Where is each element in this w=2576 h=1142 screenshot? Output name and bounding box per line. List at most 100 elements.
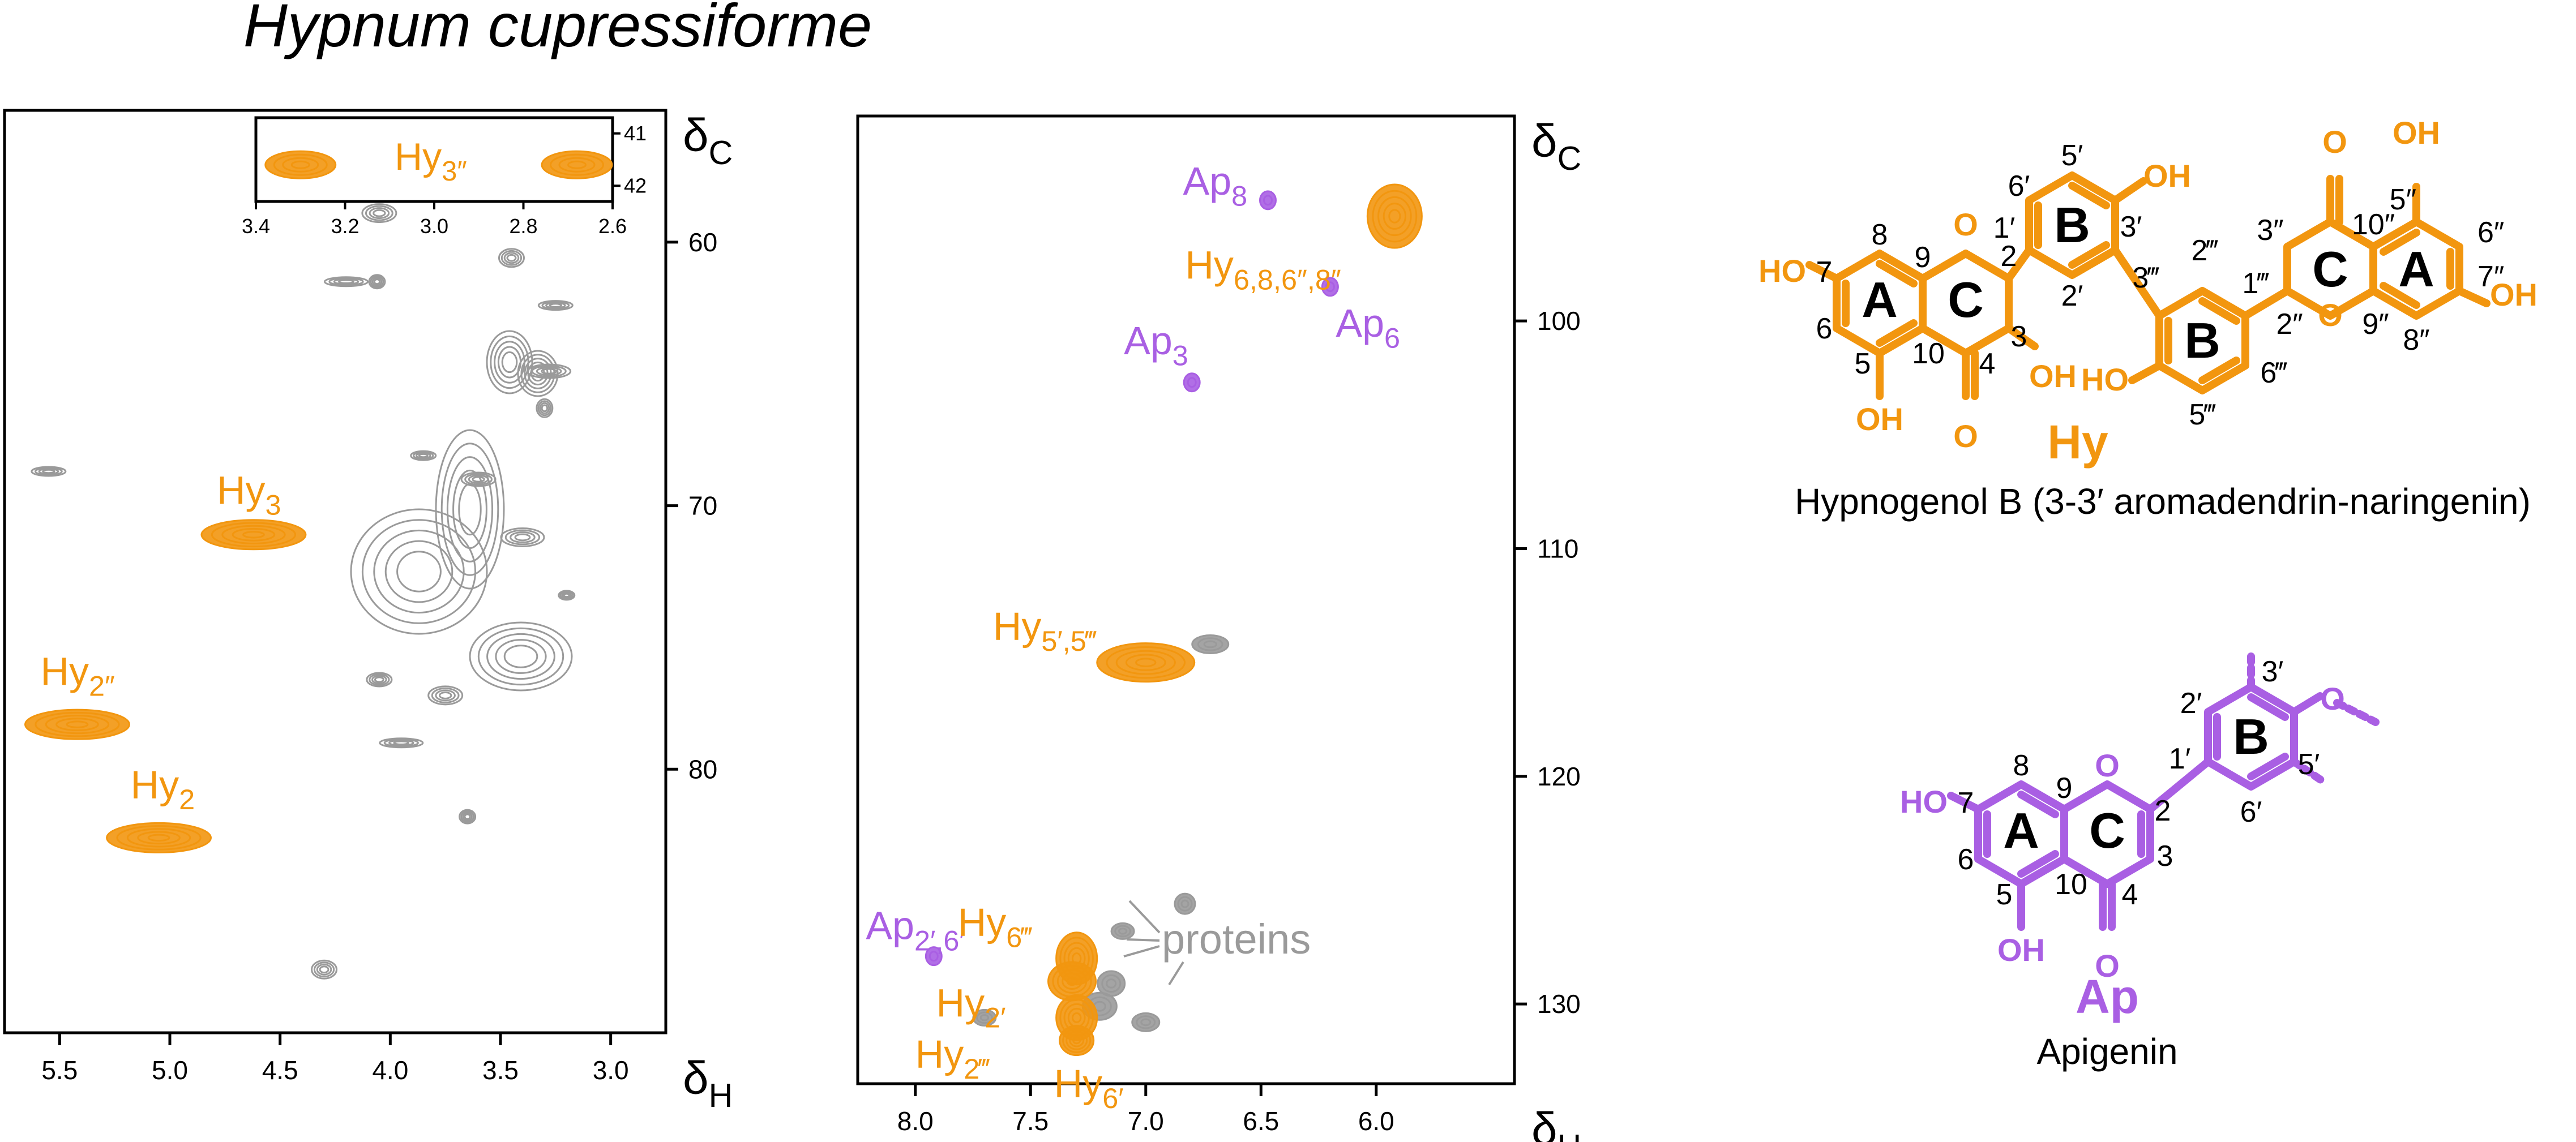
contour [464, 473, 493, 486]
contour [520, 354, 555, 393]
contour [373, 209, 386, 217]
contour [106, 822, 212, 853]
figure-title: Hypnum cupressiforme [243, 0, 872, 59]
substituent-label: O [2320, 681, 2345, 716]
gray-cross-peak [361, 203, 397, 224]
position-label: 5 [1996, 878, 2013, 911]
position-label: 6 [1958, 843, 1974, 876]
contour [928, 951, 939, 962]
contour [371, 675, 387, 685]
contour [211, 522, 297, 548]
contour [1177, 896, 1193, 912]
contour [976, 1011, 993, 1024]
position-label: 1‴ [2242, 267, 2269, 300]
substituent-label: OH [2393, 115, 2440, 151]
ring-label: B [2233, 709, 2269, 765]
contour [561, 591, 572, 599]
gray-cross-peak [350, 508, 488, 635]
position-label: 6 [1816, 312, 1833, 345]
contour [558, 157, 596, 173]
contour [460, 810, 475, 823]
protein-cross-peak [1174, 892, 1196, 915]
ap-cross-peak [1259, 190, 1277, 211]
contour [527, 361, 549, 386]
contour [500, 250, 523, 266]
contour [374, 676, 384, 683]
contour [1140, 1018, 1152, 1027]
contour [42, 469, 55, 474]
contour [537, 400, 552, 417]
ring-label: A [2398, 241, 2434, 297]
position-label: 5′ [2061, 139, 2083, 172]
gray-cross-peak [558, 590, 576, 601]
position-label: 4 [2122, 878, 2138, 911]
contour [567, 160, 587, 169]
contour [418, 453, 429, 458]
contour [458, 483, 482, 536]
contour [311, 959, 338, 980]
hy-cross-peak [200, 519, 307, 551]
proteins-annotation: proteins [1162, 916, 1311, 963]
peak-label: Ap3 [1124, 319, 1188, 372]
contour [1183, 372, 1201, 393]
contour [536, 398, 554, 418]
contour [242, 531, 265, 539]
contour [323, 276, 369, 287]
ap-cross-peak [1321, 277, 1339, 297]
gray-cross-peak [459, 809, 477, 825]
inset-y-tick-label: 41 [624, 122, 647, 145]
x-tick-label: 4.5 [262, 1055, 298, 1085]
gray-cross-peak [435, 429, 505, 590]
position-label: 8 [2013, 749, 2030, 782]
contour [1059, 1025, 1095, 1057]
ring-label: B [2184, 312, 2220, 368]
y-axis-label: δC [1531, 115, 1581, 177]
position-label: 9 [1915, 241, 1931, 274]
contour [549, 303, 563, 308]
y-tick-label: 60 [688, 227, 717, 257]
contour [530, 365, 545, 382]
annotation-arrow [1126, 938, 1160, 942]
substituent-label: HO [2081, 362, 2129, 397]
x-tick-label: 5.5 [41, 1055, 78, 1085]
peak-label: Hy6‴ [958, 900, 1033, 954]
peak-label: Hy2‴ [915, 1032, 990, 1085]
panel-right-spectrum: 8.0 7.5 7.0 6.5 6.0 100 110 120 130 δH δC Ap8 Ap6 Ap3… [856, 114, 1581, 1142]
contour [495, 639, 547, 674]
x-axis-label: δH [1531, 1104, 1581, 1142]
contour [350, 508, 488, 635]
substituent-label: OH [1856, 401, 1903, 437]
substituent-label: OH [1997, 932, 2045, 968]
contour [1187, 377, 1197, 388]
contour [369, 207, 390, 220]
contour [1056, 969, 1088, 994]
contour [410, 450, 437, 461]
contour [373, 278, 381, 285]
contour [1096, 642, 1196, 683]
contour [524, 358, 552, 389]
gray-cross-peak [498, 248, 525, 268]
position-label: 10 [1912, 337, 1945, 370]
contour [1106, 646, 1186, 679]
hy-cross-peak [106, 822, 212, 853]
gray-cross-peak [500, 527, 545, 547]
contour [1114, 925, 1131, 938]
contour [506, 254, 517, 262]
structure-hypnogenol [1805, 171, 2491, 400]
contour [1101, 974, 1122, 993]
contour [45, 715, 110, 735]
hy-cross-peak [24, 709, 130, 740]
contour [384, 540, 453, 603]
position-label: 8 [1872, 218, 1888, 251]
substituent-label: OH [2143, 158, 2191, 194]
position-label: 7 [1958, 787, 1974, 819]
contour [558, 590, 576, 601]
contour [273, 153, 328, 176]
contour [440, 443, 499, 576]
structure-hypnogenol-labels: A C B B C A HO OH OH OH HO OH OH O O O O… [1758, 115, 2538, 522]
gray-cross-peak [323, 276, 369, 287]
contour [1366, 183, 1423, 249]
hy-cross-peak [264, 150, 337, 179]
contour [313, 961, 335, 978]
contour [368, 274, 386, 290]
